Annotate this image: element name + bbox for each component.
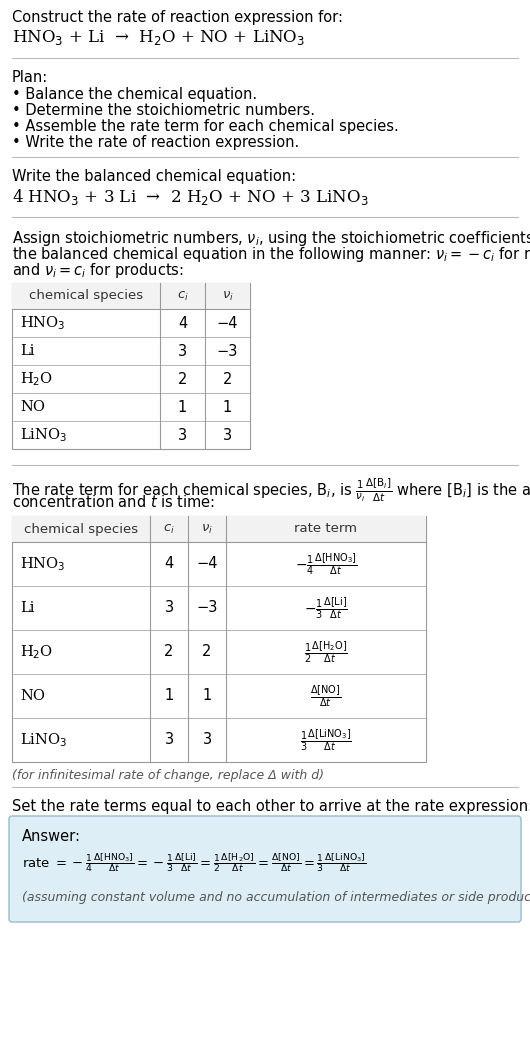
Text: Answer:: Answer: bbox=[22, 829, 81, 844]
Text: Plan:: Plan: bbox=[12, 70, 48, 85]
Text: 4: 4 bbox=[178, 316, 187, 330]
Text: 1: 1 bbox=[223, 399, 232, 415]
Text: 3: 3 bbox=[223, 427, 232, 443]
Text: $\frac{1}{3}\frac{\Delta[\mathrm{LiNO_3}]}{\Delta t}$: $\frac{1}{3}\frac{\Delta[\mathrm{LiNO_3}… bbox=[300, 727, 352, 753]
Text: Li: Li bbox=[20, 344, 34, 358]
Text: HNO$_3$: HNO$_3$ bbox=[20, 314, 65, 331]
Text: the balanced chemical equation in the following manner: $\nu_i = -c_i$ for react: the balanced chemical equation in the fo… bbox=[12, 245, 530, 264]
Text: HNO$_3$ + Li  →  H$_2$O + NO + LiNO$_3$: HNO$_3$ + Li → H$_2$O + NO + LiNO$_3$ bbox=[12, 28, 305, 47]
Text: Write the balanced chemical equation:: Write the balanced chemical equation: bbox=[12, 169, 296, 184]
Text: $\nu_i$: $\nu_i$ bbox=[201, 522, 213, 536]
Text: LiNO$_3$: LiNO$_3$ bbox=[20, 731, 67, 749]
Text: 1: 1 bbox=[164, 689, 174, 703]
Text: −4: −4 bbox=[217, 316, 238, 330]
Text: Set the rate terms equal to each other to arrive at the rate expression:: Set the rate terms equal to each other t… bbox=[12, 799, 530, 814]
Text: 3: 3 bbox=[164, 600, 173, 616]
Text: rate term: rate term bbox=[295, 522, 358, 536]
Text: H$_2$O: H$_2$O bbox=[20, 370, 53, 388]
Text: 2: 2 bbox=[178, 372, 187, 387]
Bar bbox=[12, 516, 426, 762]
Text: • Write the rate of reaction expression.: • Write the rate of reaction expression. bbox=[12, 135, 299, 150]
Text: • Assemble the rate term for each chemical species.: • Assemble the rate term for each chemic… bbox=[12, 119, 399, 134]
Text: $-\frac{1}{4}\frac{\Delta[\mathrm{HNO_3}]}{\Delta t}$: $-\frac{1}{4}\frac{\Delta[\mathrm{HNO_3}… bbox=[295, 551, 357, 577]
Text: NO: NO bbox=[20, 689, 45, 703]
Text: 4: 4 bbox=[164, 556, 174, 571]
Text: rate $= -\frac{1}{4}\frac{\Delta[\mathrm{HNO_3}]}{\Delta t} = -\frac{1}{3}\frac{: rate $= -\frac{1}{4}\frac{\Delta[\mathrm… bbox=[22, 851, 367, 874]
Text: Li: Li bbox=[20, 601, 34, 615]
Text: 4 HNO$_3$ + 3 Li  →  2 H$_2$O + NO + 3 LiNO$_3$: 4 HNO$_3$ + 3 Li → 2 H$_2$O + NO + 3 LiN… bbox=[12, 187, 369, 207]
Text: 2: 2 bbox=[164, 645, 174, 660]
Text: NO: NO bbox=[20, 400, 45, 414]
Text: (assuming constant volume and no accumulation of intermediates or side products): (assuming constant volume and no accumul… bbox=[22, 891, 530, 904]
Text: chemical species: chemical species bbox=[29, 290, 143, 302]
Text: 3: 3 bbox=[164, 733, 173, 747]
Text: • Determine the stoichiometric numbers.: • Determine the stoichiometric numbers. bbox=[12, 103, 315, 118]
Bar bbox=[12, 516, 426, 542]
Text: H$_2$O: H$_2$O bbox=[20, 643, 53, 661]
FancyBboxPatch shape bbox=[9, 816, 521, 922]
Text: HNO$_3$: HNO$_3$ bbox=[20, 555, 65, 573]
Text: $-\frac{1}{3}\frac{\Delta[\mathrm{Li}]}{\Delta t}$: $-\frac{1}{3}\frac{\Delta[\mathrm{Li}]}{… bbox=[304, 595, 348, 621]
Text: $\frac{\Delta[\mathrm{NO}]}{\Delta t}$: $\frac{\Delta[\mathrm{NO}]}{\Delta t}$ bbox=[311, 684, 341, 709]
Text: 3: 3 bbox=[178, 344, 187, 358]
Text: chemical species: chemical species bbox=[24, 522, 138, 536]
Text: concentration and $t$ is time:: concentration and $t$ is time: bbox=[12, 494, 215, 510]
Bar bbox=[12, 283, 250, 449]
Bar bbox=[12, 283, 250, 309]
Text: $c_i$: $c_i$ bbox=[176, 290, 188, 302]
Text: Assign stoichiometric numbers, $\nu_i$, using the stoichiometric coefficients, $: Assign stoichiometric numbers, $\nu_i$, … bbox=[12, 229, 530, 248]
Text: LiNO$_3$: LiNO$_3$ bbox=[20, 426, 67, 444]
Text: $c_i$: $c_i$ bbox=[163, 522, 175, 536]
Text: −4: −4 bbox=[196, 556, 218, 571]
Text: 2: 2 bbox=[223, 372, 232, 387]
Text: $\frac{1}{2}\frac{\Delta[\mathrm{H_2O}]}{\Delta t}$: $\frac{1}{2}\frac{\Delta[\mathrm{H_2O}]}… bbox=[304, 639, 348, 665]
Text: • Balance the chemical equation.: • Balance the chemical equation. bbox=[12, 86, 257, 102]
Text: −3: −3 bbox=[196, 600, 218, 616]
Text: Construct the rate of reaction expression for:: Construct the rate of reaction expressio… bbox=[12, 10, 343, 25]
Text: (for infinitesimal rate of change, replace Δ with d): (for infinitesimal rate of change, repla… bbox=[12, 769, 324, 782]
Text: 1: 1 bbox=[202, 689, 211, 703]
Text: and $\nu_i = c_i$ for products:: and $\nu_i = c_i$ for products: bbox=[12, 260, 184, 280]
Text: 1: 1 bbox=[178, 399, 187, 415]
Text: −3: −3 bbox=[217, 344, 238, 358]
Text: 3: 3 bbox=[178, 427, 187, 443]
Text: The rate term for each chemical species, B$_i$, is $\frac{1}{\nu_i}\frac{\Delta[: The rate term for each chemical species,… bbox=[12, 477, 530, 504]
Text: $\nu_i$: $\nu_i$ bbox=[222, 290, 234, 302]
Text: 3: 3 bbox=[202, 733, 211, 747]
Text: 2: 2 bbox=[202, 645, 211, 660]
